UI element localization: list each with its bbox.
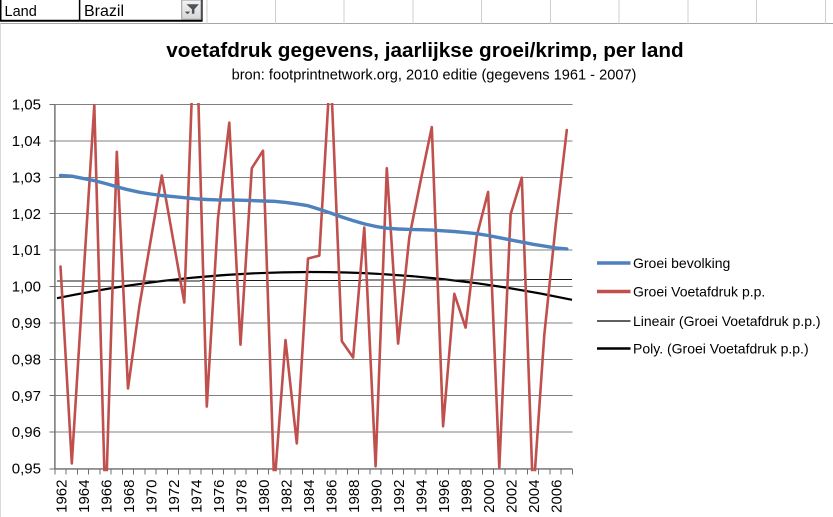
svg-text:2002: 2002 xyxy=(504,480,521,513)
svg-text:1972: 1972 xyxy=(166,480,183,513)
svg-text:2006: 2006 xyxy=(549,480,566,513)
svg-text:Lineair (Groei Voetafdruk p.p.: Lineair (Groei Voetafdruk p.p.) xyxy=(633,313,821,329)
svg-text:1994: 1994 xyxy=(414,480,431,513)
svg-text:1964: 1964 xyxy=(76,480,93,513)
svg-text:Groei bevolking: Groei bevolking xyxy=(633,255,730,271)
svg-text:0,99: 0,99 xyxy=(12,315,41,332)
svg-text:1984: 1984 xyxy=(301,480,318,513)
svg-text:1968: 1968 xyxy=(121,480,138,513)
svg-text:voetafdruk gegevens, jaarlijks: voetafdruk gegevens, jaarlijkse groei/kr… xyxy=(166,39,683,62)
svg-text:bron: footprintnetwork.org, 20: bron: footprintnetwork.org, 2010 editie … xyxy=(232,68,637,84)
svg-text:1976: 1976 xyxy=(211,480,228,513)
svg-text:1990: 1990 xyxy=(369,480,386,513)
svg-text:1966: 1966 xyxy=(98,480,115,513)
svg-text:1988: 1988 xyxy=(346,480,363,513)
svg-text:1978: 1978 xyxy=(233,480,250,513)
svg-text:0,96: 0,96 xyxy=(12,424,41,441)
svg-text:2000: 2000 xyxy=(481,480,498,513)
svg-text:Groei Voetafdruk p.p.: Groei Voetafdruk p.p. xyxy=(633,284,765,300)
svg-text:1998: 1998 xyxy=(459,480,476,513)
svg-text:1980: 1980 xyxy=(256,480,273,513)
svg-text:1,02: 1,02 xyxy=(12,206,41,223)
svg-text:1,03: 1,03 xyxy=(12,169,41,186)
svg-text:1,04: 1,04 xyxy=(12,133,41,150)
svg-text:1,01: 1,01 xyxy=(12,242,41,259)
svg-text:1992: 1992 xyxy=(391,480,408,513)
svg-text:0,98: 0,98 xyxy=(12,351,41,368)
svg-text:Land: Land xyxy=(5,4,37,20)
svg-text:1962: 1962 xyxy=(53,480,70,513)
svg-text:1,00: 1,00 xyxy=(12,279,41,296)
svg-text:0,97: 0,97 xyxy=(12,388,41,405)
svg-text:2004: 2004 xyxy=(526,480,543,513)
svg-text:1982: 1982 xyxy=(278,480,295,513)
svg-text:1986: 1986 xyxy=(323,480,340,513)
svg-text:1996: 1996 xyxy=(436,480,453,513)
svg-text:Poly. (Groei Voetafdruk p.p.): Poly. (Groei Voetafdruk p.p.) xyxy=(633,341,809,357)
svg-text:Brazil: Brazil xyxy=(84,3,124,20)
svg-text:1970: 1970 xyxy=(143,480,160,513)
svg-text:0,95: 0,95 xyxy=(12,461,41,478)
svg-text:1974: 1974 xyxy=(188,480,205,513)
svg-text:1,05: 1,05 xyxy=(12,97,41,114)
